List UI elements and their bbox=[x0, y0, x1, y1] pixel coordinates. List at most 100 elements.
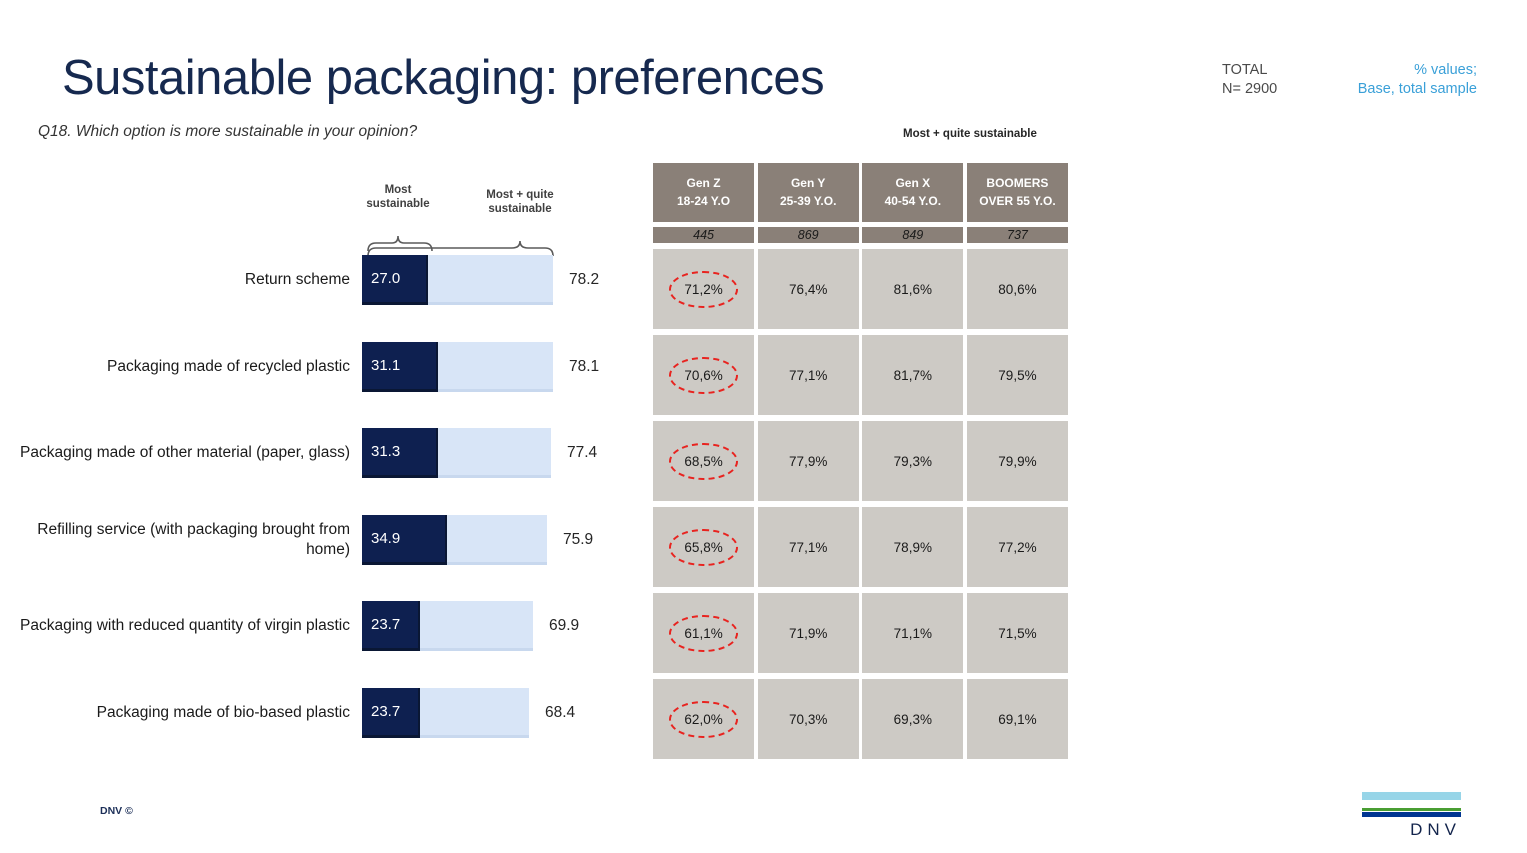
logo-band-skyblue-icon bbox=[1362, 792, 1461, 800]
bar-total-value: 69.9 bbox=[549, 617, 580, 634]
table-cell: 65,8% bbox=[653, 507, 755, 587]
table-row: 65,8% 77,1% 78,9% 77,2% bbox=[653, 507, 1068, 587]
stacked-bar: 34.9 bbox=[362, 515, 547, 565]
table-cell: 70,3% bbox=[757, 679, 859, 759]
table-cell: 77,9% bbox=[757, 421, 859, 501]
generation-name: BOOMERS bbox=[986, 176, 1049, 191]
table-header-cell: BOOMERS OVER 55 Y.O. bbox=[966, 163, 1068, 222]
bar-total-value: 75.9 bbox=[563, 531, 594, 548]
highlight-ellipse: 68,5% bbox=[669, 442, 738, 480]
logo-band-navy-icon bbox=[1362, 812, 1461, 817]
table-row: 70,6% 77,1% 81,7% 79,5% bbox=[653, 335, 1068, 415]
bar-segment-most-sustainable: 31.1 bbox=[362, 342, 438, 392]
legend-brackets bbox=[367, 235, 554, 257]
logo-text: DNV bbox=[1410, 820, 1461, 839]
legend-most-sustainable: Most sustainable bbox=[366, 184, 430, 211]
generation-table: Gen Z 18-24 Y.O Gen Y 25-39 Y.O. Gen X 40-54 … bbox=[653, 163, 1068, 759]
legend-most-quite-sustainable: Most + quite sustainable bbox=[486, 189, 554, 216]
stacked-bar: 31.1 bbox=[362, 342, 553, 392]
category-label: Packaging made of bio-based plastic bbox=[96, 703, 350, 721]
footer-copyright: DNV © bbox=[100, 805, 133, 817]
table-cell: 70,6% bbox=[653, 335, 755, 415]
base-n-cell: 737 bbox=[966, 227, 1068, 243]
generation-age: 18-24 Y.O bbox=[676, 193, 731, 208]
highlight-ellipse: 70,6% bbox=[669, 356, 738, 394]
highlight-ellipse: 65,8% bbox=[669, 528, 738, 566]
total-n-value: N= 2900 bbox=[1222, 80, 1278, 97]
bar-segment-most-sustainable: 34.9 bbox=[362, 515, 447, 565]
generation-age: 25-39 Y.O. bbox=[779, 193, 837, 208]
table-cell: 80,6% bbox=[966, 249, 1068, 329]
generation-name: Gen Z bbox=[686, 176, 721, 191]
bar-segment-quite-sustainable bbox=[438, 342, 553, 392]
stacked-bar: 23.7 bbox=[362, 601, 533, 651]
table-cell: 77,2% bbox=[966, 507, 1068, 587]
bar-segment-quite-sustainable bbox=[420, 601, 533, 651]
table-cell: 62,0% bbox=[653, 679, 755, 759]
stacked-bar: 27.0 bbox=[362, 255, 553, 305]
table-row: 68,5% 77,9% 79,3% 79,9% bbox=[653, 421, 1068, 501]
table-header-cell: Gen Y 25-39 Y.O. bbox=[757, 163, 859, 222]
total-label: TOTAL bbox=[1222, 62, 1268, 78]
values-note-block: % values; Base, total sample bbox=[1290, 61, 1477, 98]
bar-segment-quite-sustainable bbox=[447, 515, 547, 565]
question-subtitle: Q18. Which option is more sustainable in… bbox=[38, 123, 418, 140]
table-header-cell: Gen Z 18-24 Y.O bbox=[653, 163, 755, 222]
category-label: Return scheme bbox=[244, 270, 350, 288]
stacked-bar: 23.7 bbox=[362, 688, 529, 738]
bar-segment-quite-sustainable bbox=[420, 688, 529, 738]
table-title: Most + quite sustainable bbox=[903, 128, 1037, 140]
generation-name: Gen X bbox=[895, 176, 931, 191]
table-cell: 79,5% bbox=[966, 335, 1068, 415]
bar-total-value: 78.2 bbox=[569, 271, 600, 288]
generation-age: 40-54 Y.O. bbox=[884, 193, 942, 208]
generation-name: Gen Y bbox=[790, 176, 826, 191]
bar-segment-most-sustainable: 31.3 bbox=[362, 428, 438, 478]
bar-segment-most-sustainable: 23.7 bbox=[362, 601, 420, 651]
bar-segment-most-sustainable: 27.0 bbox=[362, 255, 428, 305]
table-cell: 71,2% bbox=[653, 249, 755, 329]
bracket-most-icon bbox=[367, 235, 433, 252]
table-cell: 78,9% bbox=[862, 507, 964, 587]
category-label: Packaging made of recycled plastic bbox=[107, 357, 350, 375]
table-row: 62,0% 70,3% 69,3% 69,1% bbox=[653, 679, 1068, 759]
page-title: Sustainable packaging: preferences bbox=[62, 51, 825, 105]
table-cell: 81,7% bbox=[862, 335, 964, 415]
generation-age: OVER 55 Y.O. bbox=[979, 193, 1056, 208]
category-label: Packaging with reduced quantity of virgi… bbox=[20, 616, 350, 634]
bar-total-value: 78.1 bbox=[569, 358, 600, 375]
note-percent-values: % values; bbox=[1414, 62, 1477, 78]
table-cell: 68,5% bbox=[653, 421, 755, 501]
stacked-bar: 31.3 bbox=[362, 428, 551, 478]
table-cell: 69,3% bbox=[862, 679, 964, 759]
table-header-cell: Gen X 40-54 Y.O. bbox=[862, 163, 964, 222]
category-label: Refilling service (with packaging brough… bbox=[37, 520, 350, 558]
table-row: 71,2% 76,4% 81,6% 80,6% bbox=[653, 249, 1068, 329]
category-label: Packaging made of other material (paper,… bbox=[20, 443, 350, 461]
table-cell: 77,1% bbox=[757, 335, 859, 415]
table-cell: 79,3% bbox=[862, 421, 964, 501]
base-n-cell: 869 bbox=[757, 227, 859, 243]
base-n-cell: 445 bbox=[653, 227, 755, 243]
bracket-most-quite-icon bbox=[367, 240, 554, 257]
highlight-ellipse: 62,0% bbox=[669, 700, 738, 738]
logo-band-green-icon bbox=[1362, 808, 1461, 811]
bar-segment-quite-sustainable bbox=[428, 255, 553, 305]
table-cell: 69,1% bbox=[966, 679, 1068, 759]
table-cell: 71,9% bbox=[757, 593, 859, 673]
table-cell: 61,1% bbox=[653, 593, 755, 673]
base-n-cell: 849 bbox=[862, 227, 964, 243]
table-cell: 71,1% bbox=[862, 593, 964, 673]
bar-segment-most-sustainable: 23.7 bbox=[362, 688, 420, 738]
note-base-sample: Base, total sample bbox=[1357, 80, 1477, 97]
table-cell: 77,1% bbox=[757, 507, 859, 587]
highlight-ellipse: 71,2% bbox=[669, 270, 738, 308]
table-cell: 79,9% bbox=[966, 421, 1068, 501]
table-header-row: Gen Z 18-24 Y.O Gen Y 25-39 Y.O. Gen X 40-54 … bbox=[653, 163, 1068, 222]
table-cell: 71,5% bbox=[966, 593, 1068, 673]
bar-total-value: 77.4 bbox=[567, 444, 598, 461]
total-sample-block: TOTAL N= 2900 bbox=[1222, 61, 1277, 98]
table-cell: 81,6% bbox=[862, 249, 964, 329]
bar-segment-quite-sustainable bbox=[438, 428, 551, 478]
table-row: 61,1% 71,9% 71,1% 71,5% bbox=[653, 593, 1068, 673]
